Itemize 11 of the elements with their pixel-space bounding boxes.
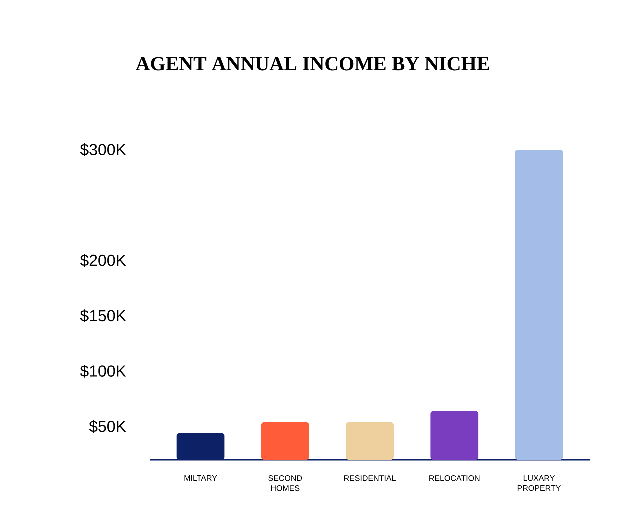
chart-title: AGENT ANNUAL INCOME BY NICHE <box>136 57 490 71</box>
y-tick-label: $150K <box>80 310 126 323</box>
x-tick-label: RESIDENTIAL <box>344 476 396 482</box>
y-tick-label: $200K <box>80 254 126 268</box>
x-tick-label: RELOCATION <box>430 476 480 482</box>
y-tick-label: $300K <box>80 144 126 156</box>
x-tick-label: SECOND HOMES <box>268 476 302 492</box>
y-tick-label: $100K <box>80 364 126 378</box>
x-tick-label: LUXARY PROPERTY <box>518 476 561 492</box>
x-tick-label: MILTARY <box>184 476 218 482</box>
y-tick-label: $50K <box>89 420 126 434</box>
